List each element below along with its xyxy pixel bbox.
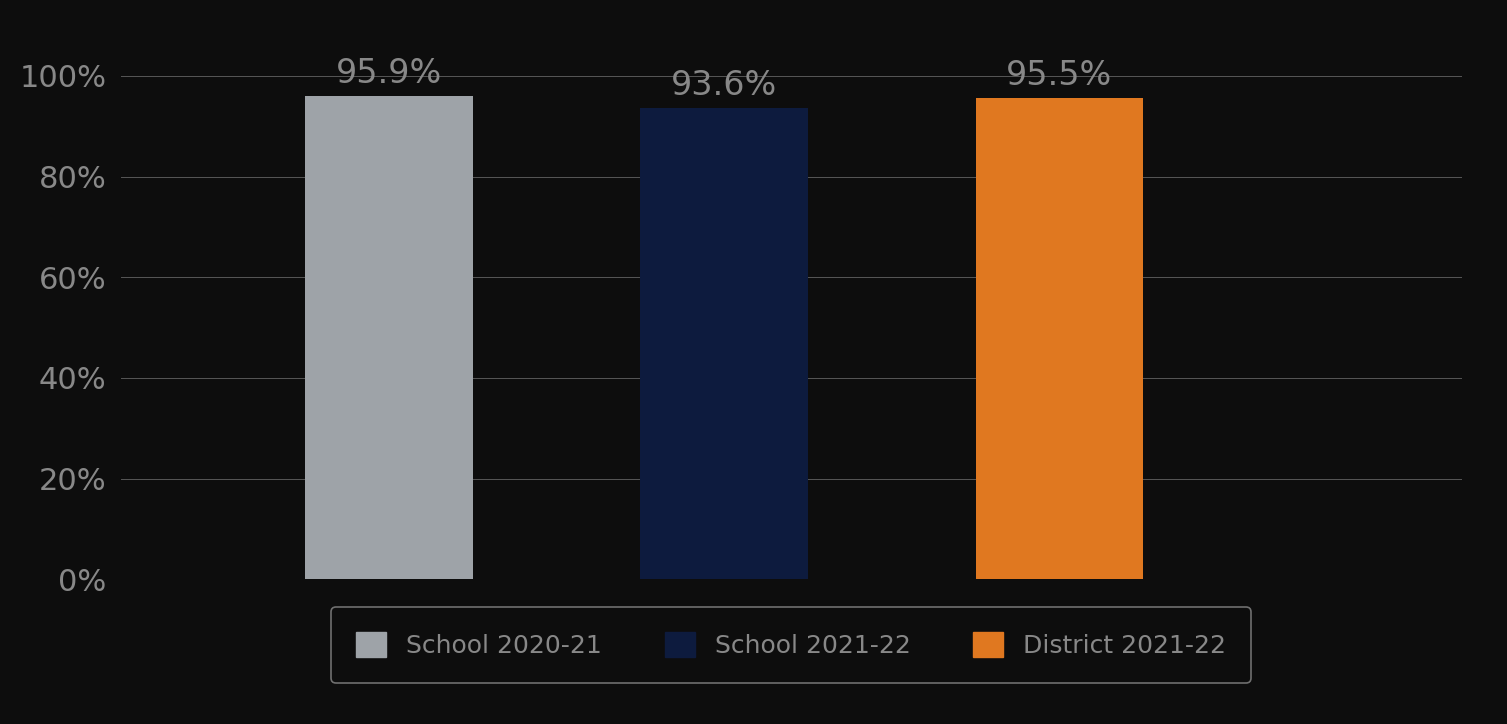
Legend: School 2020-21, School 2021-22, District 2021-22: School 2020-21, School 2021-22, District… [332,607,1251,683]
Bar [975,98,1144,579]
Text: 93.6%: 93.6% [671,69,778,102]
Text: 95.5%: 95.5% [1007,59,1112,93]
Bar [304,96,473,579]
Text: 95.9%: 95.9% [336,57,442,90]
Bar [640,108,808,579]
